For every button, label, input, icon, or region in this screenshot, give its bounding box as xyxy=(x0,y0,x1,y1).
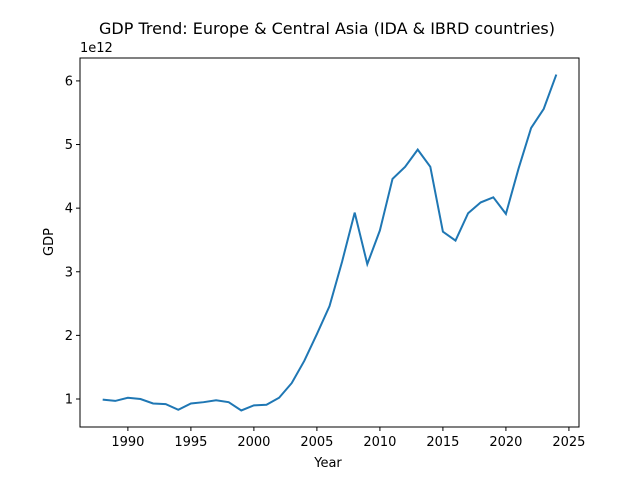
y-tick-label: 2 xyxy=(65,329,73,344)
chart-title: GDP Trend: Europe & Central Asia (IDA & … xyxy=(99,19,555,38)
x-tick-label: 2015 xyxy=(426,435,459,450)
gdp-series-line xyxy=(102,74,558,412)
y-tick-label: 3 xyxy=(65,265,73,280)
x-tick-label: 2025 xyxy=(552,435,585,450)
y-tick-label: 5 xyxy=(65,138,73,153)
x-tick-label: 2005 xyxy=(300,435,333,450)
x-axis-label: Year xyxy=(313,456,342,471)
x-axis: 1990 1995 2000 2005 2010 2015 2020 2025 xyxy=(111,427,585,450)
y-tick-label: 4 xyxy=(65,202,73,217)
y-tick-label: 1 xyxy=(65,393,73,408)
plot-area xyxy=(79,57,580,428)
y-axis: 1 2 3 4 5 6 xyxy=(65,74,80,408)
y-axis-label: GDP xyxy=(42,228,57,256)
x-tick-label: 2010 xyxy=(363,435,396,450)
x-tick-label: 1990 xyxy=(111,435,144,450)
x-tick-label: 2020 xyxy=(489,435,522,450)
x-tick-label: 1995 xyxy=(174,435,207,450)
y-axis-offset-label: 1e12 xyxy=(80,41,113,56)
x-tick-label: 2000 xyxy=(237,435,270,450)
y-tick-label: 6 xyxy=(65,74,73,89)
